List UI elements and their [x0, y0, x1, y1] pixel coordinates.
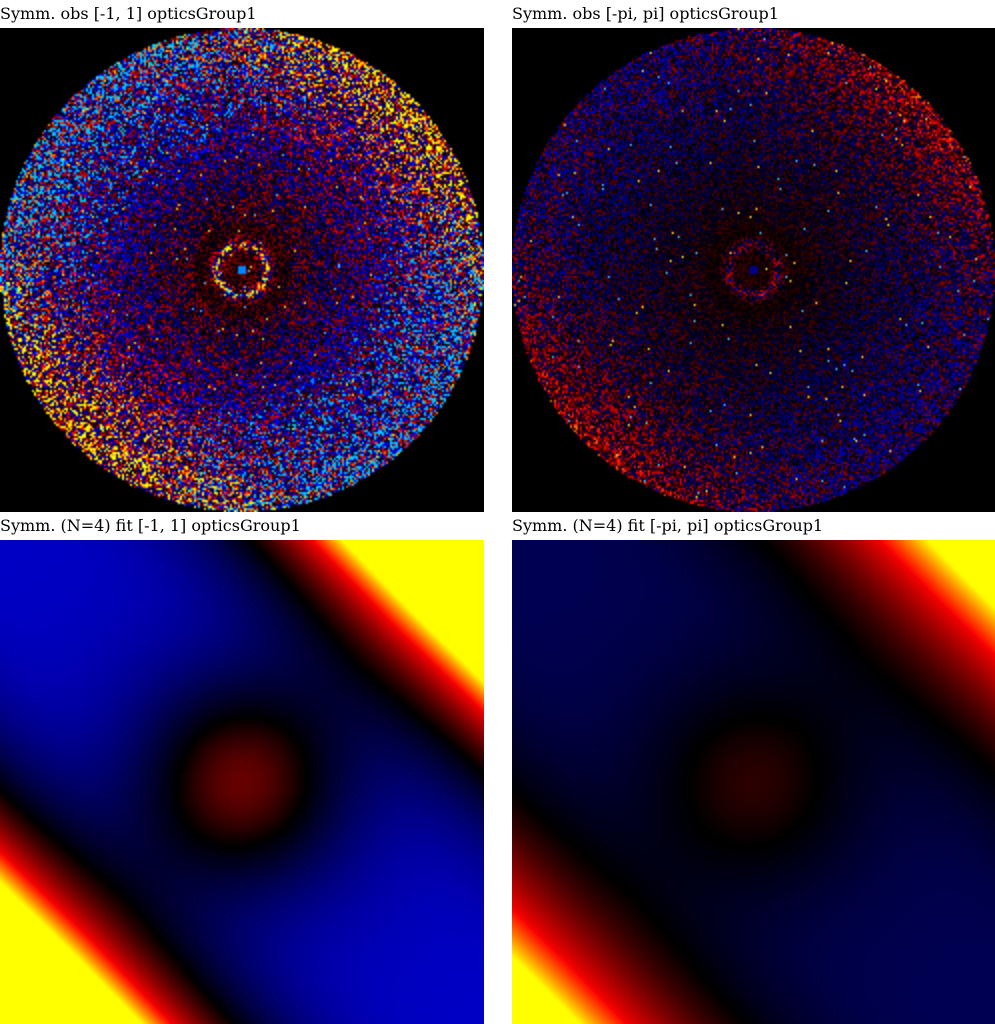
panel-obs-narrow: Symm. obs [-1, 1] opticsGroup1	[0, 0, 484, 512]
fit-phase-image	[512, 540, 995, 1024]
observed-phase-image	[512, 28, 995, 512]
panel-fit-narrow: Symm. (N=4) fit [-1, 1] opticsGroup1	[0, 512, 484, 1024]
observed-phase-map	[0, 28, 484, 512]
fit-phase-map	[0, 540, 484, 1024]
fit-phase-map	[512, 540, 995, 1024]
panel-title: Symm. obs [-1, 1] opticsGroup1	[0, 4, 257, 23]
panel-title: Symm. obs [-pi, pi] opticsGroup1	[512, 4, 779, 23]
fit-phase-image	[0, 540, 484, 1024]
panel-title: Symm. (N=4) fit [-pi, pi] opticsGroup1	[512, 516, 824, 535]
panel-obs-wide: Symm. obs [-pi, pi] opticsGroup1	[512, 0, 995, 512]
observed-phase-map	[512, 28, 995, 512]
panel-title: Symm. (N=4) fit [-1, 1] opticsGroup1	[0, 516, 301, 535]
observed-phase-image	[0, 28, 484, 512]
panel-fit-wide: Symm. (N=4) fit [-pi, pi] opticsGroup1	[512, 512, 995, 1024]
